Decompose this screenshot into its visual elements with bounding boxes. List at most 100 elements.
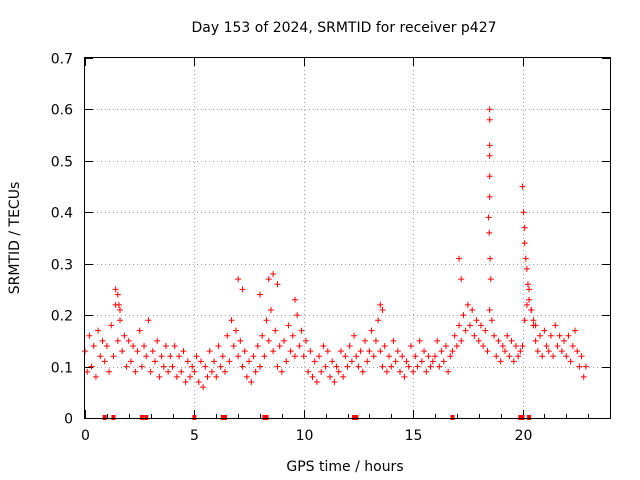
data-point xyxy=(364,358,371,365)
data-point xyxy=(187,373,193,380)
data-point xyxy=(561,337,568,344)
data-point xyxy=(324,348,331,355)
data-point xyxy=(572,327,578,334)
data-point xyxy=(337,348,344,355)
data-point xyxy=(272,327,279,334)
data-point xyxy=(473,317,480,324)
data-point xyxy=(377,348,384,355)
data-point xyxy=(486,229,493,236)
data-point xyxy=(541,327,548,334)
data-point xyxy=(344,363,351,370)
data-point xyxy=(467,322,473,329)
bottom-marker xyxy=(139,415,144,420)
data-point xyxy=(230,343,237,349)
data-point xyxy=(429,358,436,365)
data-point xyxy=(388,363,395,370)
data-point xyxy=(99,337,106,344)
data-point xyxy=(257,291,263,298)
data-point xyxy=(353,353,360,360)
chart-title: Day 153 of 2024, SRMTID for receiver p42… xyxy=(191,20,496,36)
x-tick-label: 15 xyxy=(405,428,423,444)
bottom-marker xyxy=(102,415,107,420)
data-point xyxy=(401,373,408,380)
data-point xyxy=(547,332,554,339)
data-point xyxy=(532,337,539,344)
data-point xyxy=(250,353,257,360)
data-point xyxy=(451,332,458,339)
data-point xyxy=(491,332,498,339)
data-point xyxy=(438,348,445,355)
data-point xyxy=(346,343,353,349)
data-point xyxy=(484,348,491,355)
y-tick-label: 0.1 xyxy=(51,361,73,377)
data-point xyxy=(239,363,246,370)
data-point xyxy=(521,224,528,231)
bottom-marker xyxy=(354,415,359,420)
data-point xyxy=(267,307,274,313)
data-point xyxy=(189,363,196,370)
data-point xyxy=(520,209,527,216)
data-point xyxy=(259,332,266,339)
data-point xyxy=(213,373,220,380)
y-tick-label: 0.3 xyxy=(51,258,73,274)
data-point xyxy=(550,353,557,360)
data-point xyxy=(333,363,340,370)
data-point xyxy=(197,358,204,365)
data-point xyxy=(219,353,226,360)
data-point xyxy=(447,353,454,360)
data-point xyxy=(114,337,121,344)
data-point xyxy=(208,368,215,375)
data-point xyxy=(519,183,526,190)
data-point xyxy=(313,379,320,385)
data-point xyxy=(407,343,414,349)
data-point xyxy=(539,353,546,360)
data-point xyxy=(84,368,91,375)
data-point xyxy=(517,348,524,355)
data-point xyxy=(252,368,259,375)
data-point xyxy=(119,348,126,355)
data-point xyxy=(103,343,110,349)
data-point xyxy=(327,373,333,380)
data-point xyxy=(512,343,519,349)
data-point xyxy=(86,332,93,339)
data-point xyxy=(578,353,585,360)
data-point xyxy=(340,373,347,380)
data-point xyxy=(143,353,150,360)
data-point xyxy=(485,214,492,221)
data-point xyxy=(169,363,176,370)
data-point xyxy=(558,348,565,355)
data-point xyxy=(410,368,417,375)
data-point xyxy=(515,353,522,360)
data-point xyxy=(359,368,366,375)
data-point xyxy=(427,363,434,370)
data-point xyxy=(453,343,460,349)
data-point xyxy=(202,363,209,370)
data-point xyxy=(488,317,495,324)
data-point xyxy=(458,337,465,344)
data-point xyxy=(405,363,412,370)
data-point xyxy=(121,332,128,339)
data-point xyxy=(506,353,513,360)
data-point xyxy=(123,363,130,370)
data-point xyxy=(215,343,222,349)
data-point xyxy=(263,317,270,324)
data-point xyxy=(537,332,543,339)
data-point xyxy=(173,373,180,380)
data-point xyxy=(462,327,469,334)
data-point xyxy=(95,327,102,334)
data-point xyxy=(243,373,250,380)
data-point xyxy=(486,106,493,113)
data-point xyxy=(487,276,494,283)
y-tick-label: 0.5 xyxy=(51,155,73,171)
data-point xyxy=(449,348,456,355)
data-point xyxy=(471,332,478,339)
data-point xyxy=(117,307,123,313)
data-point xyxy=(191,368,198,375)
data-point xyxy=(375,317,382,324)
data-point xyxy=(232,327,239,334)
data-point xyxy=(152,358,158,365)
data-point xyxy=(582,363,589,370)
data-point xyxy=(257,363,263,370)
data-point xyxy=(554,343,561,349)
